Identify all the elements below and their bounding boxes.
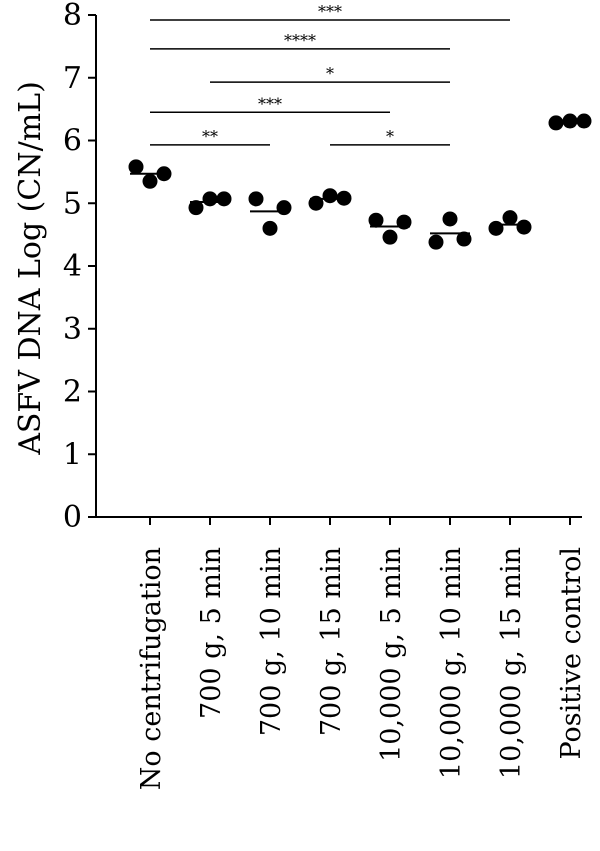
x-category-label: 700 g, 15 min [316,547,347,736]
data-point [488,220,504,236]
x-category-label: 700 g, 10 min [256,547,287,736]
data-point [548,115,564,131]
data-point [428,234,444,250]
y-tick-label: 3 [63,312,82,347]
y-axis-title: ASFV DNA Log (CN/mL) [13,81,48,456]
x-category-label: 10,000 g, 5 min [376,547,407,762]
y-tick-label: 8 [63,0,82,33]
data-point [128,159,144,175]
significance-brackets: ************* * [150,2,510,146]
y-tick-label: 6 [63,124,82,159]
data-point [396,214,412,230]
data-point [576,113,592,129]
data-points [128,113,592,250]
significance-label: **** [284,31,316,50]
data-point [382,229,398,245]
data-point [442,211,458,227]
data-point [308,195,324,211]
x-category-label: 700 g, 5 min [196,547,227,719]
data-point [516,219,532,235]
significance-label: ** [202,127,218,146]
y-tick-label: 4 [63,249,82,284]
data-point [188,200,204,216]
y-tick-label: 7 [63,61,82,96]
data-point [322,188,338,204]
y-tick-label: 2 [63,375,82,410]
significance-label: *** [258,94,282,113]
significance-label: * [326,64,334,83]
data-point [336,190,352,206]
y-tick-label: 1 [63,437,82,472]
data-point [502,210,518,226]
x-category-label: 10,000 g, 15 min [496,547,527,779]
y-tick-label: 0 [63,500,82,535]
data-point [276,200,292,216]
data-point [456,231,472,247]
axes: 0 1 2 3 4 5 6 7 8 No centrifugation 700 g, 5 min 70… [63,0,587,790]
x-category-label: Positive control [556,547,587,760]
data-point [156,166,172,182]
significance-label: * [386,127,394,146]
data-point [562,113,578,129]
data-point [142,173,158,189]
x-category-label: No centrifugation [136,547,167,790]
y-tick-label: 5 [63,186,82,221]
data-point [202,191,218,207]
data-point [248,191,264,207]
data-point [368,212,384,228]
data-point [216,191,232,207]
x-category-label: 10,000 g, 10 min [436,547,467,779]
data-point [262,220,278,236]
significance-label: *** [318,2,342,21]
